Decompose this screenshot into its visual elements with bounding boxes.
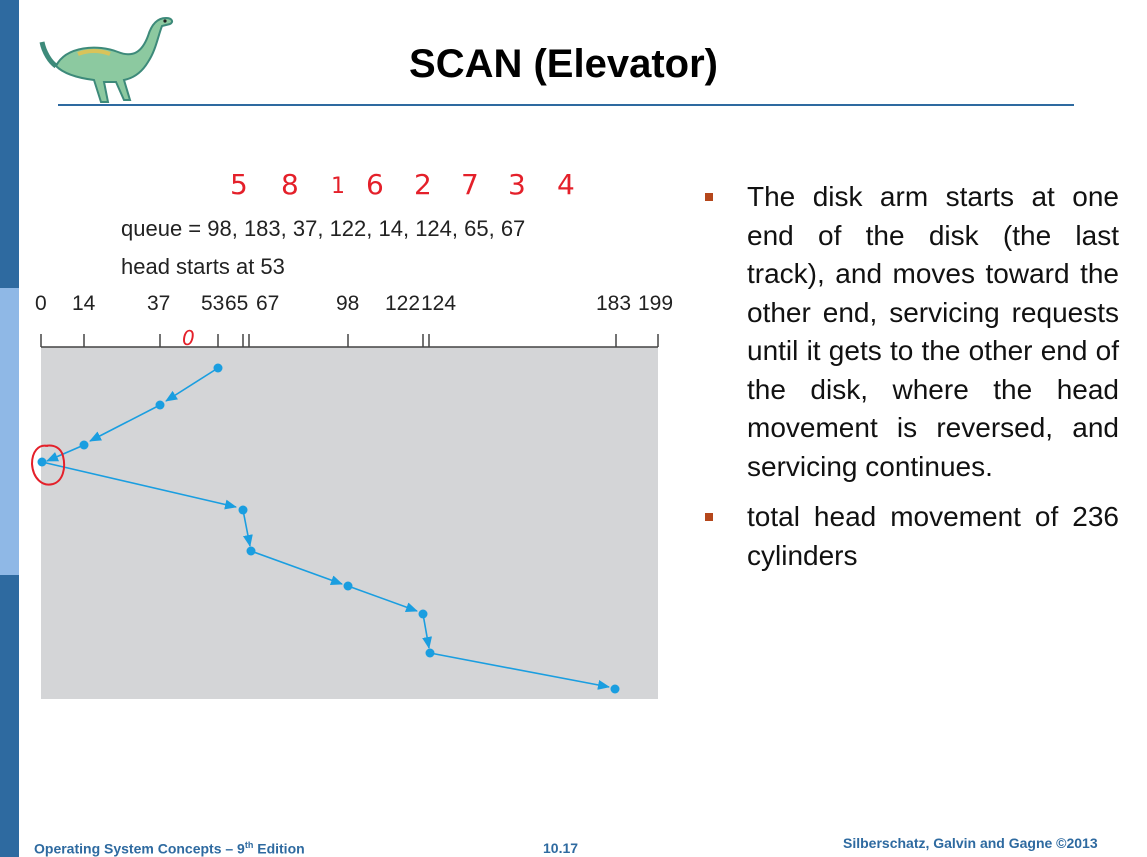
annotation-number: 4 [557, 168, 575, 201]
head-path [41, 367, 610, 690]
path-segment [347, 585, 418, 612]
annotation-number: 2 [414, 168, 432, 201]
bullet-item: total head movement of 236 cylinders [705, 498, 1119, 575]
path-point [610, 684, 620, 694]
path-point [155, 400, 165, 410]
path-segment [242, 509, 253, 547]
path-point [37, 457, 47, 467]
footer-edition: Edition [253, 840, 305, 857]
footer-edition-sup: th [244, 840, 254, 850]
head-start-text: head starts at 53 [121, 254, 285, 279]
request-points [37, 363, 620, 694]
annotation-number: 8 [281, 168, 299, 201]
path-segment [429, 652, 610, 690]
bullet-text: The disk arm starts at one end of the di… [747, 181, 1119, 482]
footer-right: Silberschatz, Galvin and Gagne ©2013 [843, 835, 1098, 851]
tick-label: 124 [421, 292, 457, 315]
diagram-panel [41, 347, 658, 699]
tick-label: 67 [256, 292, 280, 315]
tick-label: 183 [596, 292, 632, 315]
path-segment [41, 461, 237, 510]
annotation-number: 7 [461, 168, 479, 201]
tick-label: 0 [35, 292, 47, 315]
scan-diagram [30, 334, 659, 699]
queue-text: queue = 98, 183, 37, 122, 14, 124, 65, 6… [121, 216, 526, 241]
annotation-zero: 0 [182, 326, 195, 350]
bullet-list: The disk arm starts at one end of the di… [705, 178, 1119, 575]
title-underline [58, 104, 1074, 106]
bullet-marker [705, 513, 713, 521]
path-segment [89, 404, 161, 442]
path-segment [250, 550, 343, 585]
footer-left: Operating System Concepts – 9th Edition [34, 840, 305, 857]
annotation-number: 6 [366, 168, 384, 201]
tick-label: 65 [225, 292, 249, 315]
annotation-circle [30, 444, 66, 486]
page-title: SCAN (Elevator) [409, 42, 718, 86]
side-bar-highlight [0, 288, 19, 575]
path-segment [46, 444, 85, 462]
footer-page-number: 10.17 [543, 840, 579, 856]
path-segment [165, 367, 219, 402]
annotation-number: 3 [508, 168, 526, 201]
side-bar [0, 0, 19, 857]
annotation-number: 1 [331, 174, 345, 199]
bullet-marker [705, 193, 713, 201]
path-point [246, 546, 256, 556]
path-point [418, 609, 428, 619]
path-segment [422, 613, 433, 649]
path-point [213, 363, 223, 373]
dinosaur-logo [39, 16, 174, 103]
bullet-item: The disk arm starts at one end of the di… [705, 178, 1119, 486]
tick-label: 122 [385, 292, 421, 315]
path-point [79, 440, 89, 450]
tick-label: 199 [638, 292, 674, 315]
tick-label: 98 [336, 292, 360, 315]
path-point [425, 648, 435, 658]
footer-book-title: Operating System Concepts – 9 [34, 840, 245, 857]
tick-label: 37 [147, 292, 171, 315]
tick-label: 14 [72, 292, 96, 315]
bullet-text: total head movement of 236 cylinders [747, 501, 1119, 571]
path-point [238, 505, 248, 515]
annotation-number: 5 [230, 168, 248, 201]
path-point [343, 581, 353, 591]
tick-label: 53 [201, 292, 225, 315]
